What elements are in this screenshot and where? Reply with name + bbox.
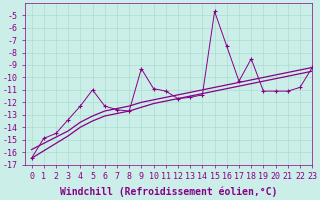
X-axis label: Windchill (Refroidissement éolien,°C): Windchill (Refroidissement éolien,°C) bbox=[60, 187, 277, 197]
